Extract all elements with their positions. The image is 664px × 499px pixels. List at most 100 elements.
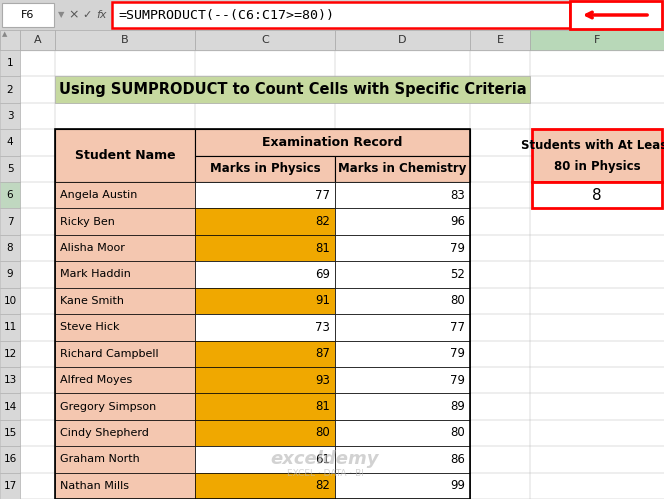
Bar	[0, 420, 20, 446]
Bar	[0, 393, 20, 420]
Bar	[0, 473, 20, 499]
Text: 14: 14	[3, 402, 17, 412]
Text: 80: 80	[315, 427, 330, 440]
Text: 52: 52	[450, 268, 465, 281]
Text: Nathan Mills: Nathan Mills	[60, 481, 129, 491]
Text: 82: 82	[315, 215, 330, 228]
Bar	[55, 367, 195, 393]
Bar	[335, 420, 470, 446]
Text: 12: 12	[3, 349, 17, 359]
Bar	[0, 209, 20, 235]
Text: 93: 93	[315, 374, 330, 387]
Bar	[335, 182, 470, 209]
Bar	[195, 393, 335, 420]
Bar	[335, 209, 470, 235]
Bar	[55, 129, 470, 499]
Bar	[0, 367, 20, 393]
Text: E: E	[497, 35, 503, 45]
Bar	[335, 446, 470, 473]
Bar	[0, 235, 20, 261]
Text: 82: 82	[315, 480, 330, 493]
Text: 69: 69	[315, 268, 330, 281]
Text: Cindy Shepherd: Cindy Shepherd	[60, 428, 149, 438]
Bar	[0, 103, 20, 129]
Bar	[335, 261, 470, 288]
Bar	[195, 261, 335, 288]
Bar	[0, 261, 20, 288]
Bar	[0, 0, 664, 30]
Bar	[335, 314, 470, 340]
Bar	[530, 30, 664, 50]
Text: Angela Austin: Angela Austin	[60, 190, 137, 200]
Bar	[55, 340, 195, 367]
Text: A: A	[34, 35, 41, 45]
Text: 87: 87	[315, 347, 330, 360]
Bar	[0, 340, 20, 367]
Bar	[0, 50, 20, 76]
Text: Using SUMPRODUCT to Count Cells with Specific Criteria: Using SUMPRODUCT to Count Cells with Spe…	[58, 82, 527, 97]
Text: Graham North: Graham North	[60, 455, 139, 465]
Bar	[55, 288, 195, 314]
Bar	[335, 367, 470, 393]
Bar	[55, 182, 195, 209]
Text: 80: 80	[450, 294, 465, 307]
Bar	[470, 30, 530, 50]
Text: F6: F6	[21, 10, 35, 20]
Bar	[335, 288, 470, 314]
Text: 11: 11	[3, 322, 17, 332]
Text: Ricky Ben: Ricky Ben	[60, 217, 115, 227]
Bar	[195, 129, 470, 156]
Bar	[335, 156, 470, 182]
Text: 83: 83	[450, 189, 465, 202]
Text: 1: 1	[7, 58, 13, 68]
Bar	[335, 393, 470, 420]
Bar	[0, 30, 664, 50]
Text: 81: 81	[315, 242, 330, 254]
Text: B: B	[122, 35, 129, 45]
Text: 2: 2	[7, 85, 13, 95]
Text: F: F	[594, 35, 600, 45]
Bar	[0, 76, 20, 103]
Text: exceldemy: exceldemy	[271, 451, 379, 469]
Bar	[0, 314, 20, 340]
Text: Mark Haddin: Mark Haddin	[60, 269, 131, 279]
Bar	[195, 446, 335, 473]
Text: Kane Smith: Kane Smith	[60, 296, 124, 306]
Text: 10: 10	[3, 296, 17, 306]
Bar	[55, 420, 195, 446]
Bar	[195, 156, 335, 182]
Text: 6: 6	[7, 190, 13, 200]
Bar	[195, 473, 335, 499]
Bar	[55, 314, 195, 340]
Text: 91: 91	[315, 294, 330, 307]
Text: Students with At Least
80 in Physics: Students with At Least 80 in Physics	[521, 139, 664, 173]
Bar	[570, 1, 662, 29]
Text: Marks in Physics: Marks in Physics	[210, 162, 320, 175]
Text: =SUMPRODUCT(--(C6:C17>=80)): =SUMPRODUCT(--(C6:C17>=80))	[118, 8, 334, 21]
Text: 89: 89	[450, 400, 465, 413]
Bar	[532, 182, 662, 209]
Text: Alisha Moor: Alisha Moor	[60, 243, 125, 253]
Bar	[55, 30, 195, 50]
Text: 79: 79	[450, 374, 465, 387]
Bar	[195, 367, 335, 393]
Bar	[0, 288, 20, 314]
Text: EXCEL · DATA · BI: EXCEL · DATA · BI	[287, 469, 363, 478]
Bar	[0, 129, 20, 156]
Bar	[20, 30, 55, 50]
Bar	[195, 182, 335, 209]
Text: Gregory Simpson: Gregory Simpson	[60, 402, 156, 412]
Bar	[335, 340, 470, 367]
Text: 79: 79	[450, 347, 465, 360]
Text: D: D	[398, 35, 407, 45]
Bar	[532, 129, 662, 182]
Bar	[55, 209, 195, 235]
Text: Steve Hick: Steve Hick	[60, 322, 120, 332]
Text: 3: 3	[7, 111, 13, 121]
Text: ▲: ▲	[2, 31, 7, 37]
Bar	[195, 420, 335, 446]
Text: 77: 77	[315, 189, 330, 202]
Text: ✓: ✓	[82, 10, 92, 20]
Bar	[0, 156, 20, 182]
Bar	[55, 261, 195, 288]
